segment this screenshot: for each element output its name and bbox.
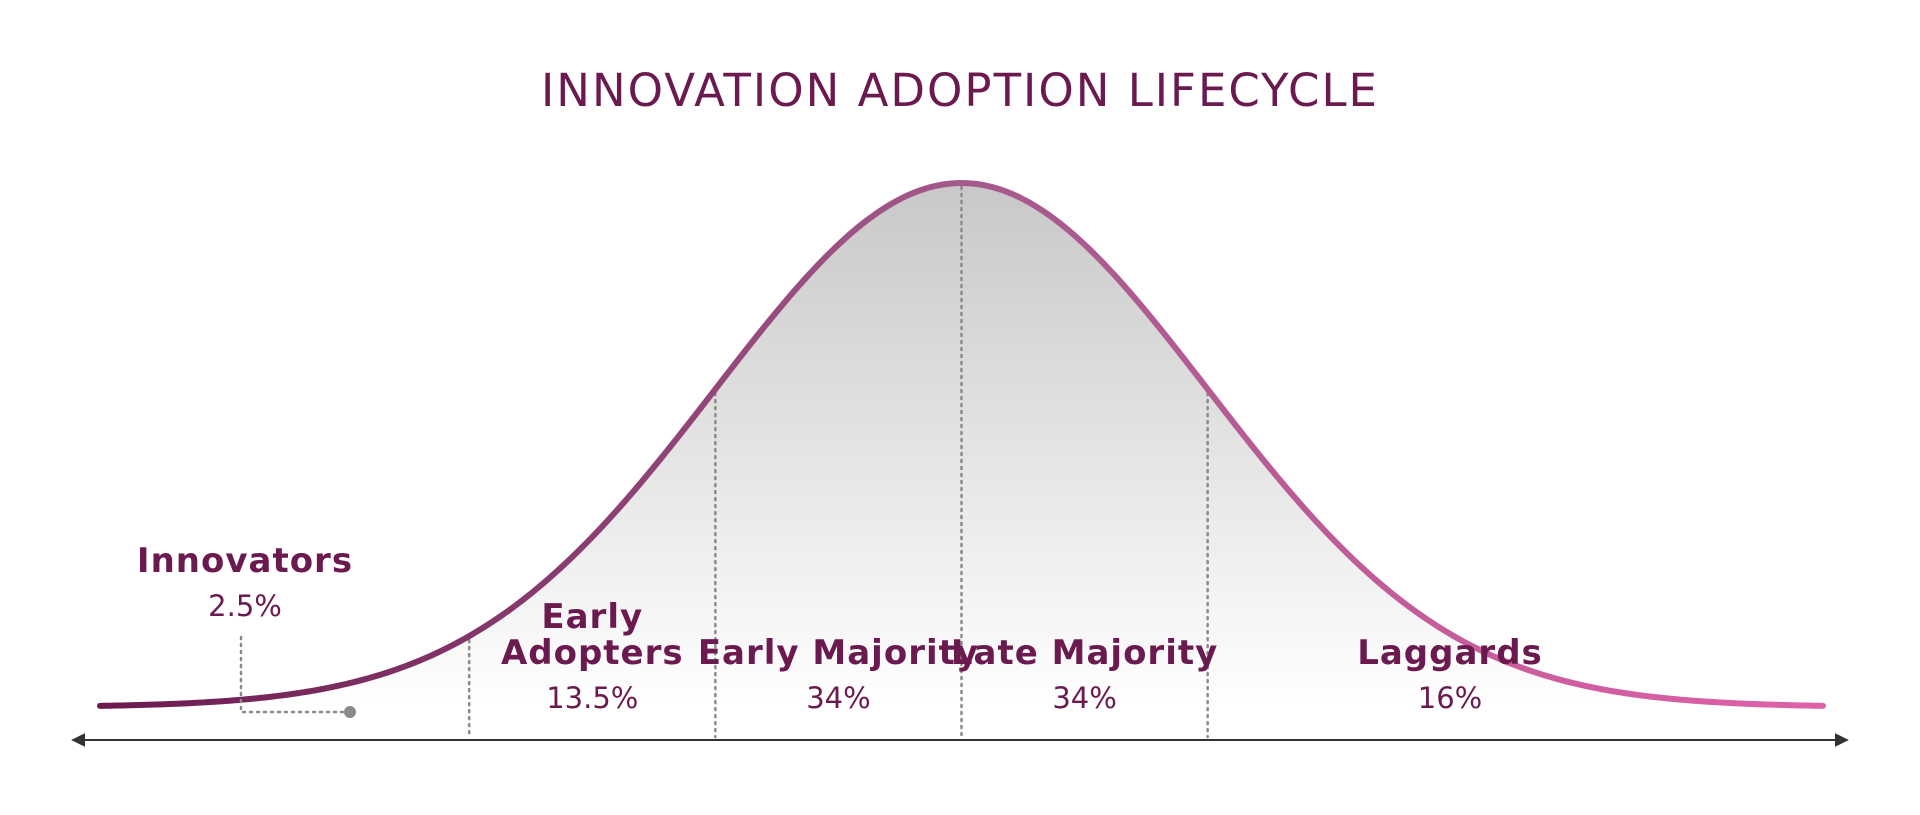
segment-name: Early — [541, 597, 643, 637]
segment-percent: 34% — [1052, 681, 1116, 715]
segment-percent: 34% — [806, 681, 870, 715]
innovators-leader-dot — [344, 706, 356, 718]
innovators-leader-line — [239, 635, 352, 714]
chart-title: INNOVATION ADOPTION LIFECYCLE — [541, 64, 1379, 117]
segment-label-early-majority: Early Majority 34% — [698, 633, 979, 715]
segment-boundaries — [467, 185, 1209, 739]
bell-curve-line — [97, 179, 1826, 709]
segment-label-innovators: Innovators 2.5% — [137, 541, 353, 623]
segment-percent: 16% — [1418, 681, 1482, 715]
segment-label-laggards: Laggards 16% — [1357, 633, 1543, 715]
segment-label-late-majority: Late Majority 34% — [951, 633, 1218, 715]
segment-percent: 13.5% — [546, 681, 638, 715]
segment-name: Early Majority — [698, 633, 979, 673]
segment-name: Late Majority — [951, 633, 1218, 673]
segment-name: Laggards — [1357, 633, 1543, 673]
segment-name: Adopters — [501, 633, 684, 673]
segment-percent: 2.5% — [208, 589, 282, 623]
segment-name: Innovators — [137, 541, 353, 581]
